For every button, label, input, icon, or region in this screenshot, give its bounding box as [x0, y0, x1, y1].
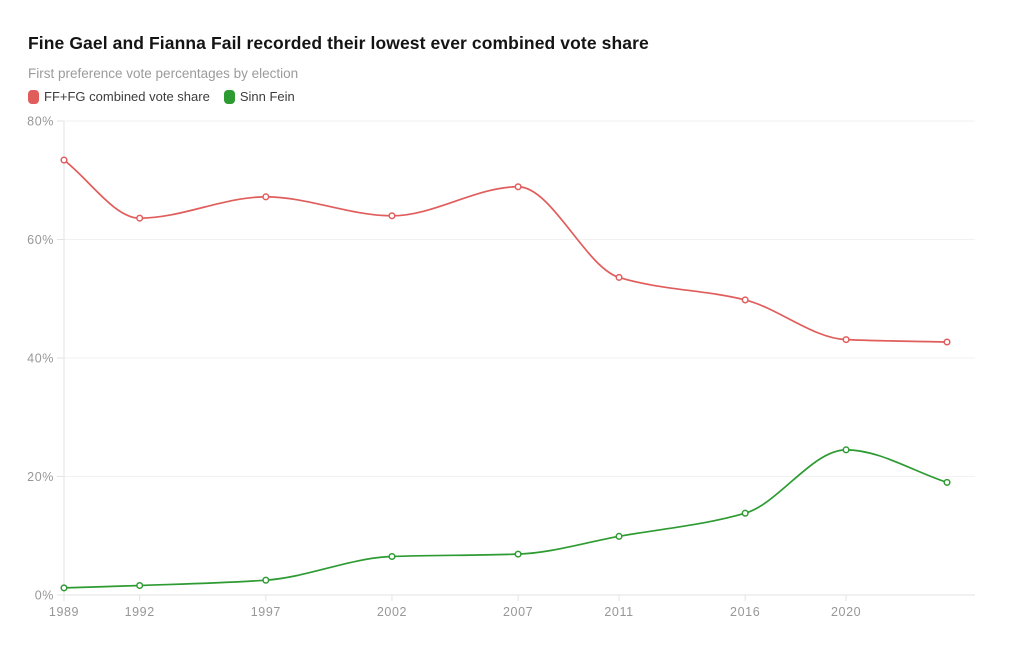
- chart-title: Fine Gael and Fianna Fail recorded their…: [28, 33, 649, 53]
- legend-swatch-icon: [223, 89, 235, 104]
- data-point-marker: [615, 532, 623, 540]
- x-axis-label: 2007: [503, 605, 533, 619]
- legend: FF+FG combined vote share Sinn Fein: [28, 89, 295, 104]
- x-axis-label: 2002: [377, 605, 407, 619]
- legend-item-label: Sinn Fein: [239, 89, 295, 104]
- x-axis-label: 2011: [604, 605, 633, 619]
- legend-item-label: FF+FG combined vote share: [44, 89, 210, 104]
- data-point-marker: [388, 212, 396, 220]
- data-point-marker: [943, 338, 951, 346]
- y-axis-label: 40%: [27, 352, 54, 366]
- legend-item: Sinn Fein: [223, 89, 295, 104]
- data-point-marker: [262, 576, 270, 584]
- series-line-ff-fg-combined-vote-share: [63, 159, 948, 343]
- data-point-marker: [514, 183, 522, 191]
- x-axis-label: 2020: [831, 605, 861, 619]
- data-point-marker: [741, 296, 749, 304]
- data-point-marker: [842, 336, 850, 344]
- series-line-sinn-fein: [63, 448, 948, 589]
- legend-item: FF+FG combined vote share: [28, 89, 210, 104]
- legend-swatch-icon: [28, 89, 39, 104]
- chart-subtitle: First preference vote percentages by ele…: [28, 66, 299, 81]
- y-axis-label: 60%: [27, 233, 54, 247]
- x-axis-label: 1992: [125, 605, 155, 619]
- x-axis-label: 1997: [251, 605, 281, 619]
- y-axis-label: 20%: [27, 470, 54, 484]
- x-axis-label: 2016: [730, 605, 760, 619]
- data-point-marker: [615, 273, 623, 281]
- data-point-marker: [60, 156, 68, 164]
- data-point-marker: [514, 550, 522, 558]
- data-point-marker: [842, 446, 850, 454]
- data-point-marker: [943, 478, 951, 486]
- data-point-marker: [741, 509, 749, 517]
- data-point-marker: [388, 552, 396, 561]
- y-axis-label: 0%: [35, 589, 54, 603]
- y-axis-label: 80%: [27, 115, 54, 129]
- data-point-marker: [60, 584, 68, 592]
- data-point-marker: [136, 581, 144, 590]
- x-axis-label: 1989: [49, 605, 79, 619]
- data-point-marker: [136, 214, 144, 222]
- data-point-marker: [262, 193, 270, 201]
